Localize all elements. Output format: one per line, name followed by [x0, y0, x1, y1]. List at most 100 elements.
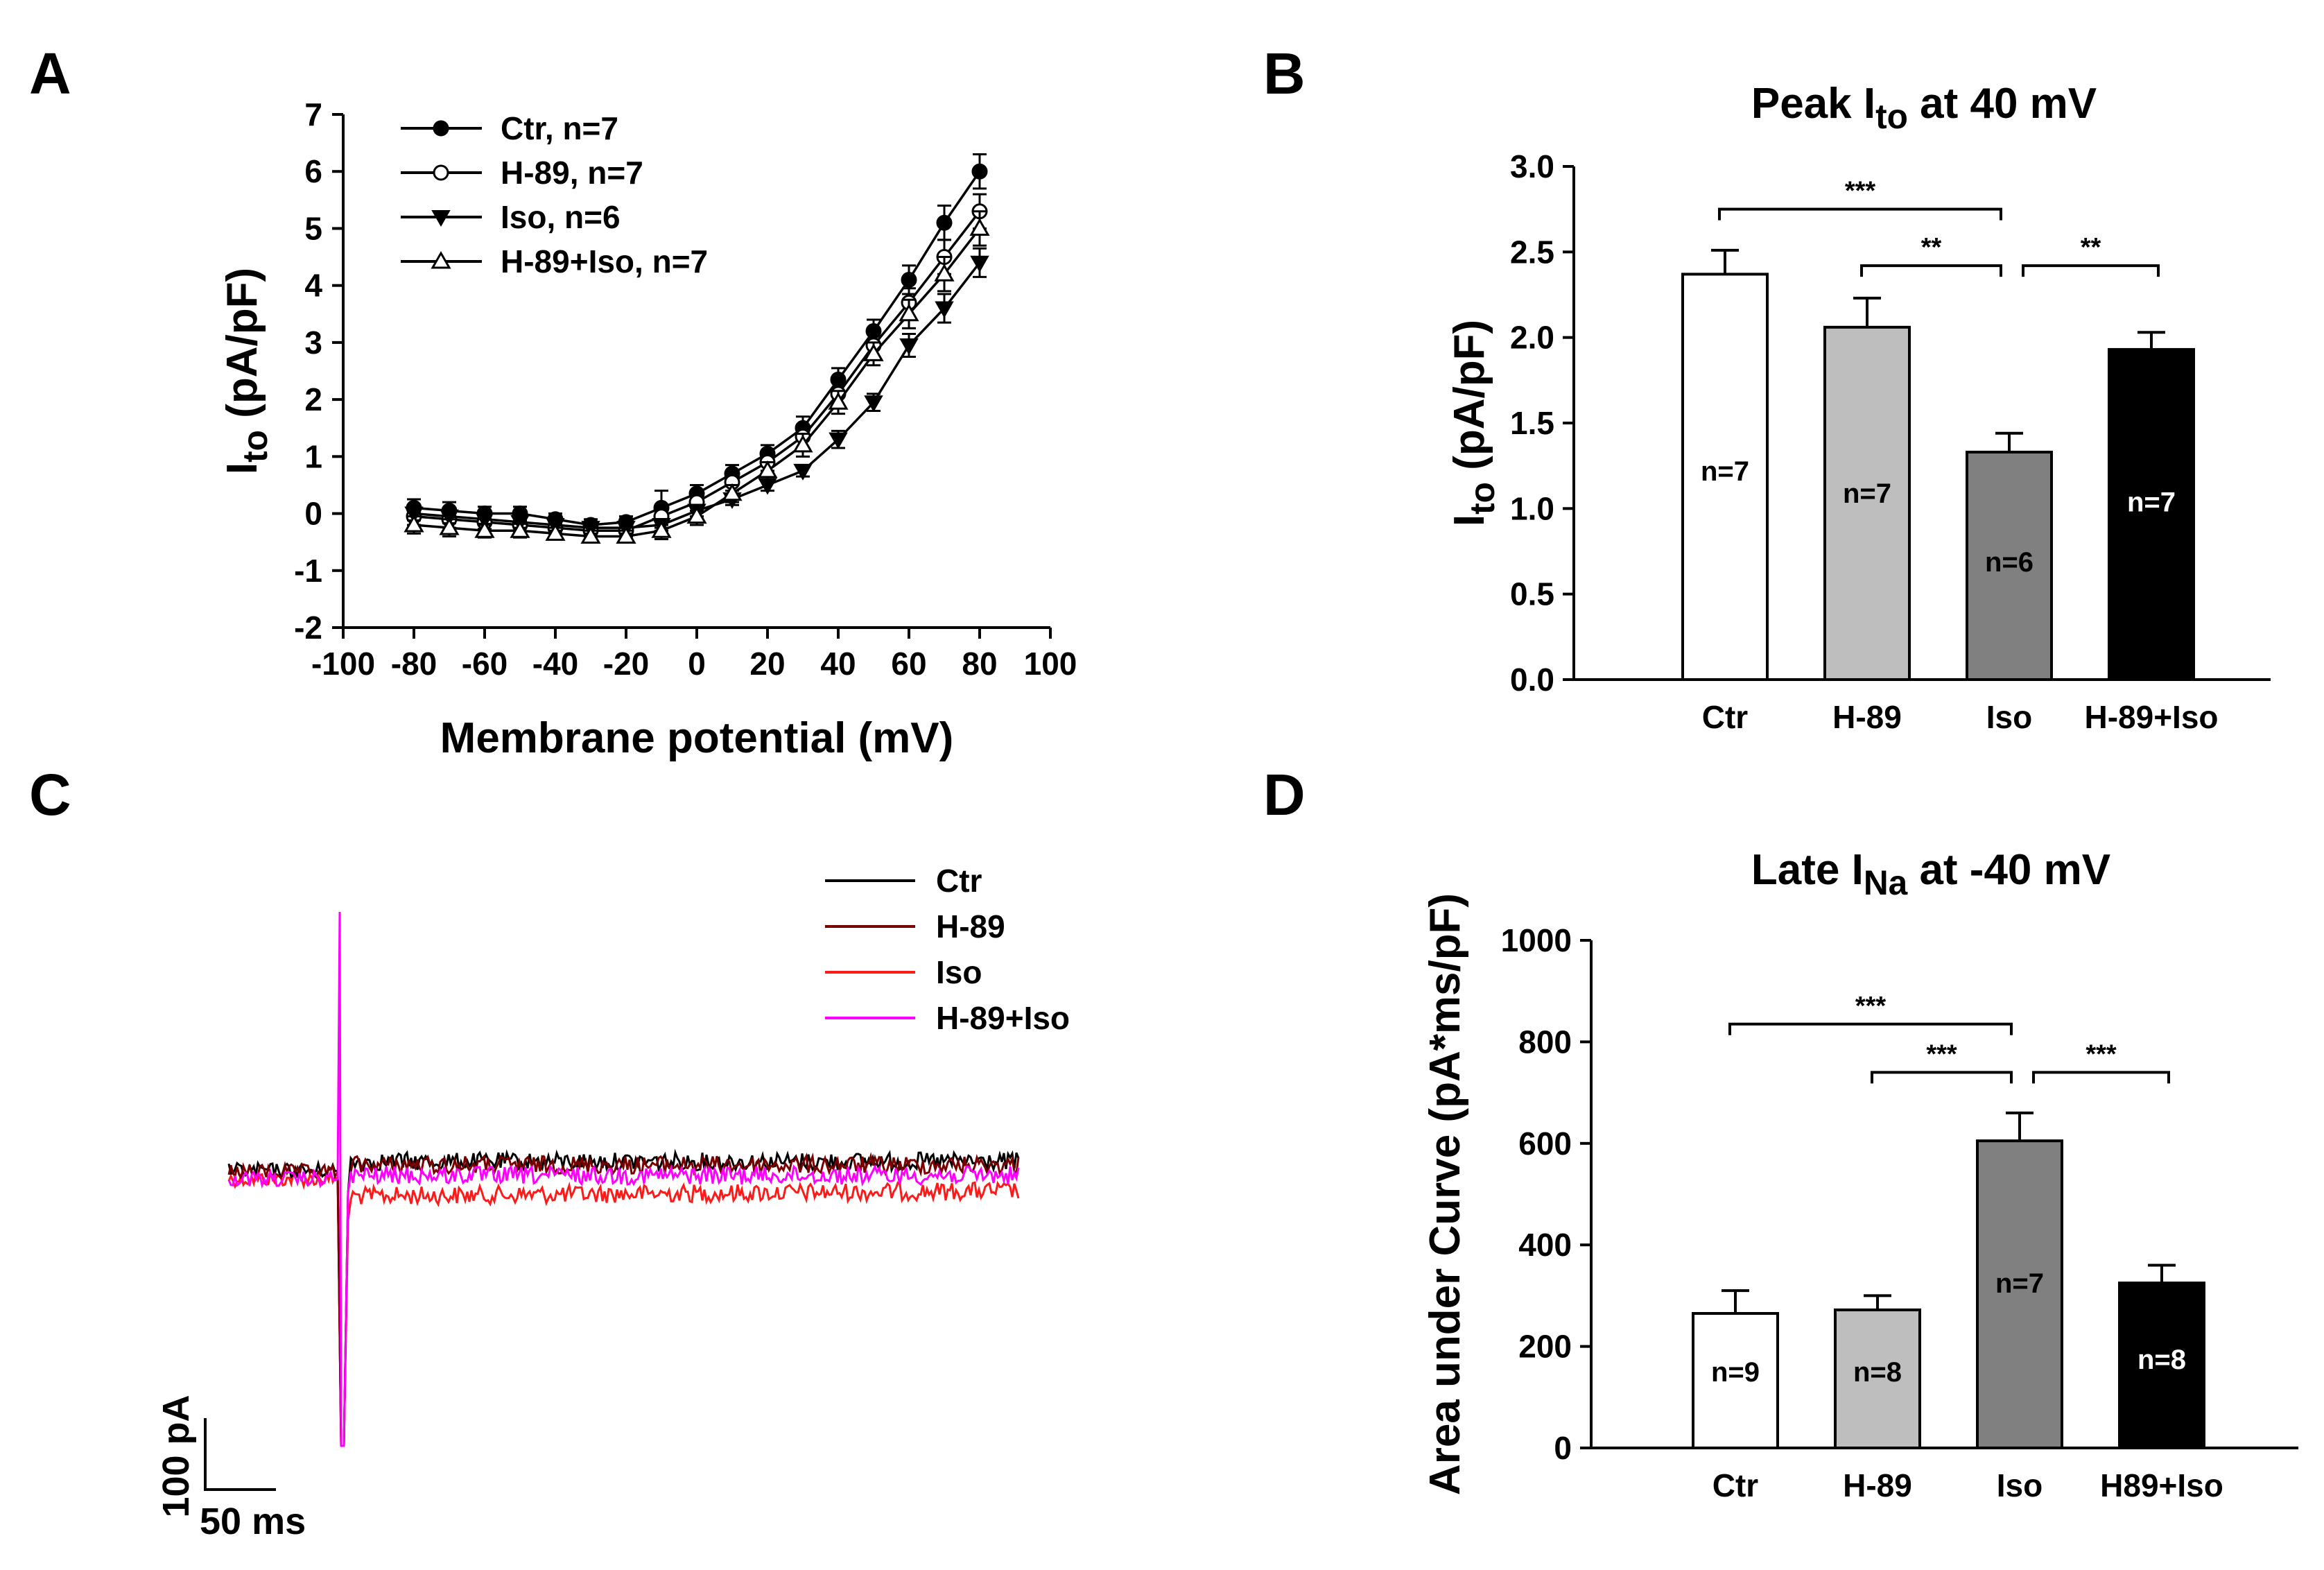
significance-bracket	[1718, 207, 2002, 221]
marker-triangle-up	[899, 303, 919, 322]
y-tick-label: 3.0	[1510, 148, 1554, 184]
y-axis-title-part-1: to	[236, 430, 275, 463]
bar-n-label: n=7	[2127, 487, 2176, 517]
marker-triangle-up	[474, 520, 495, 538]
legend-label: H-89+Iso, n=7	[501, 243, 708, 279]
marker-triangle-up	[510, 520, 530, 538]
panel-letter-c: C	[29, 762, 71, 827]
marker-filled-circle	[901, 271, 917, 288]
bar-n-label: n=6	[1985, 547, 2034, 578]
marker-triangle-up	[686, 506, 707, 524]
bar	[1966, 450, 2053, 682]
marker-triangle-up	[431, 250, 451, 269]
x-tick-label: 0	[688, 646, 706, 682]
bar-n-label: n=7	[1843, 478, 1891, 509]
marker-triangle-down	[899, 338, 919, 356]
bar-n-label: n=7	[1701, 456, 1749, 487]
significance-bracket	[1860, 264, 2002, 277]
bar	[1823, 325, 1911, 681]
y-tick-label: 1	[304, 438, 322, 474]
x-tick-label: H-89	[1832, 699, 1902, 735]
x-tick-label: Iso	[1986, 699, 2032, 735]
legend-label: Iso, n=6	[501, 199, 621, 235]
chart-title-part-0: Peak I	[1751, 80, 1875, 128]
y-tick-label: 800	[1518, 1024, 1572, 1060]
chart-title-part-2: at -40 mV	[1907, 846, 2110, 894]
panel-b-chart: 0.0 0.5 1.0 1.5 2.0 2.5 3.0 n=7 Ctr n=7 H-89 n=6 Iso…	[1446, 80, 2271, 735]
trace-h-89	[227, 1152, 1020, 1447]
x-tick-label: H-89	[1843, 1467, 1912, 1503]
x-tick-label: -20	[603, 646, 649, 682]
x-tick-label: H-89+Iso	[2084, 699, 2218, 735]
legend-label: Iso	[936, 954, 982, 990]
scale-bar-x-label: 50 ms	[200, 1501, 306, 1542]
bar-n-label: n=8	[1853, 1357, 1902, 1388]
significance-bracket	[1871, 1071, 2013, 1084]
y-tick-label: 6	[304, 153, 322, 189]
legend-label: H-89	[936, 908, 1005, 944]
marker-triangle-up	[404, 514, 424, 533]
y-axis-title: Area under Curve (pA*ms/pF)	[1421, 893, 1469, 1495]
x-tick-label: Iso	[1997, 1467, 2043, 1503]
chart-title: Peak Ito at 40 mV	[1751, 80, 2097, 136]
y-tick-label: 0.0	[1510, 662, 1554, 698]
significance-label: **	[2081, 233, 2101, 262]
chart-title-part-1: to	[1875, 97, 1908, 136]
marker-filled-circle	[936, 214, 953, 231]
y-tick-label: 4	[304, 268, 322, 304]
y-tick-label: -2	[294, 610, 322, 646]
marker-triangle-down	[935, 301, 954, 318]
x-tick-label: Ctr	[1712, 1467, 1759, 1503]
legend-label: Ctr, n=7	[501, 110, 618, 146]
y-tick-label: 2	[304, 381, 322, 417]
marker-triangle-up	[969, 218, 990, 236]
y-axis-title-part-2: (pA/pF)	[1446, 320, 1493, 482]
marker-triangle-up	[722, 483, 743, 501]
y-tick-label: 5	[304, 210, 322, 246]
y-tick-label: 0.5	[1510, 576, 1554, 612]
significance-label: ***	[1926, 1040, 1957, 1069]
x-tick-label: -100	[311, 646, 375, 682]
marker-triangle-up	[828, 392, 849, 410]
marker-triangle-up	[545, 523, 566, 541]
marker-triangle-up	[439, 517, 460, 535]
x-axis-title: Membrane potential (mV)	[440, 714, 954, 762]
y-tick-label: 2.5	[1510, 234, 1554, 270]
panel-letter-b: B	[1263, 41, 1306, 106]
significance-label: ***	[1855, 992, 1887, 1021]
legend-label: H-89, n=7	[501, 155, 643, 191]
trace-h-89-iso	[227, 911, 1020, 1447]
marker-triangle-down	[829, 432, 848, 449]
chart-title-part-0: Late I	[1751, 846, 1864, 894]
x-tick-label: 20	[749, 646, 785, 682]
series-3	[404, 210, 990, 544]
y-tick-label: 0	[304, 496, 322, 532]
x-tick-label: -40	[532, 646, 578, 682]
x-tick-label: 40	[820, 646, 856, 682]
marker-open-circle	[433, 164, 449, 181]
marker-triangle-up	[792, 434, 813, 453]
marker-triangle-down	[864, 395, 883, 413]
scale-bar	[204, 1418, 276, 1491]
bar	[2118, 1282, 2205, 1449]
trace-iso	[227, 1168, 1020, 1447]
y-tick-label: 2.0	[1510, 320, 1554, 356]
marker-triangle-down	[793, 463, 813, 481]
bar	[1692, 1312, 1779, 1450]
marker-triangle-up	[863, 343, 884, 361]
significance-label: ***	[1845, 177, 1876, 206]
significance-bracket	[2022, 264, 2160, 277]
significance-bracket	[1728, 1022, 2013, 1035]
chart-title-part-1: Na	[1864, 863, 1908, 902]
scale-bar-y-label: 100 pA	[155, 1395, 197, 1517]
y-axis-title-part-0: I	[218, 463, 266, 474]
x-tick-label: -80	[391, 646, 437, 682]
bar	[1681, 273, 1769, 681]
panel-letter-a: A	[29, 41, 71, 106]
marker-triangle-up	[651, 520, 672, 538]
x-tick-label: 60	[891, 646, 926, 682]
y-tick-label: -1	[294, 553, 322, 589]
marker-filled-circle	[971, 163, 988, 180]
x-tick-label: -60	[462, 646, 508, 682]
